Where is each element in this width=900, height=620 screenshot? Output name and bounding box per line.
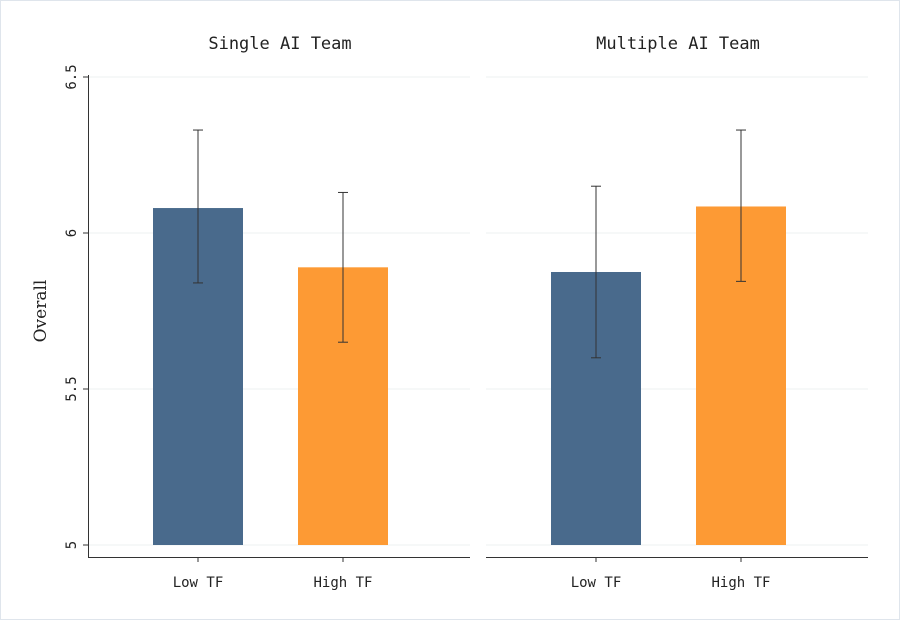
x-tick-multiple-low: Low TF	[571, 575, 622, 591]
x-tick-single-high: High TF	[313, 575, 372, 591]
y-tick-6-5: 6.5	[64, 64, 80, 89]
x-tick-multiple-high: High TF	[711, 575, 770, 591]
y-tick-5-5: 5.5	[64, 376, 80, 401]
x-tick-single-low: Low TF	[173, 575, 224, 591]
y-tick-6: 6	[64, 229, 80, 237]
y-axis-label: Overall	[31, 280, 51, 343]
panel-title-multiple: Multiple AI Team	[596, 34, 760, 54]
panel-title-single: Single AI Team	[208, 34, 351, 54]
y-tick-5: 5	[64, 541, 80, 549]
